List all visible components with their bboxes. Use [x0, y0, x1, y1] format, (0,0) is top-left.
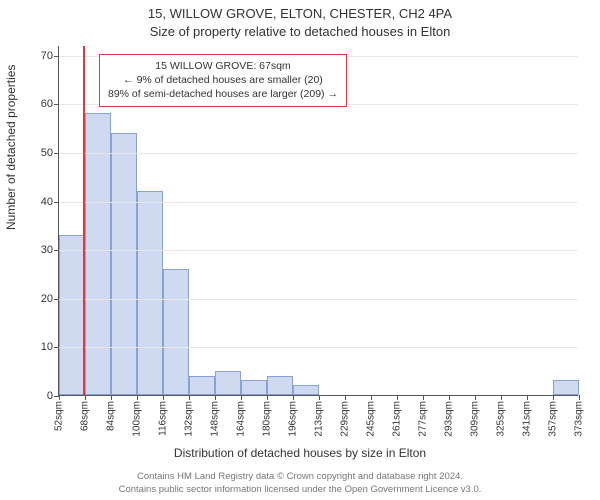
- histogram-bar: [163, 269, 189, 395]
- xtick-mark: [215, 395, 216, 400]
- ytick-label: 30: [41, 244, 53, 256]
- xtick-mark: [501, 395, 502, 400]
- histogram-bar: [59, 235, 85, 395]
- xtick-mark: [371, 395, 372, 400]
- xtick-label: 341sqm: [522, 401, 533, 437]
- ytick-label: 0: [47, 390, 53, 402]
- annotation-line2: ← 9% of detached houses are smaller (20): [108, 73, 338, 87]
- histogram-bar: [137, 191, 163, 395]
- ytick-mark: [54, 104, 59, 105]
- footer-line1: Contains HM Land Registry data © Crown c…: [0, 471, 600, 483]
- ytick-label: 10: [41, 341, 53, 353]
- xtick-label: 277sqm: [418, 401, 429, 437]
- ytick-mark: [54, 347, 59, 348]
- annotation-box: 15 WILLOW GROVE: 67sqm ← 9% of detached …: [99, 54, 347, 107]
- xtick-label: 84sqm: [106, 401, 117, 431]
- gridline: [59, 202, 578, 203]
- ytick-mark: [54, 250, 59, 251]
- annotation-line3: 89% of semi-detached houses are larger (…: [108, 87, 338, 101]
- xtick-mark: [85, 395, 86, 400]
- xtick-mark: [189, 395, 190, 400]
- ytick-label: 40: [41, 196, 53, 208]
- annotation-line1: 15 WILLOW GROVE: 67sqm: [108, 59, 338, 73]
- xtick-label: 293sqm: [444, 401, 455, 437]
- reference-line: [83, 46, 85, 395]
- xtick-label: 68sqm: [80, 401, 91, 431]
- xtick-mark: [397, 395, 398, 400]
- gridline: [59, 299, 578, 300]
- xtick-mark: [553, 395, 554, 400]
- x-axis-label: Distribution of detached houses by size …: [0, 446, 600, 460]
- xtick-mark: [345, 395, 346, 400]
- ytick-mark: [54, 153, 59, 154]
- histogram-bar: [85, 113, 111, 395]
- xtick-label: 325sqm: [496, 401, 507, 437]
- xtick-mark: [423, 395, 424, 400]
- xtick-mark: [449, 395, 450, 400]
- xtick-label: 52sqm: [54, 401, 65, 431]
- histogram-bar: [241, 380, 267, 395]
- xtick-label: 213sqm: [314, 401, 325, 437]
- gridline: [59, 153, 578, 154]
- xtick-label: 180sqm: [262, 401, 273, 437]
- xtick-label: 100sqm: [132, 401, 143, 437]
- xtick-label: 261sqm: [392, 401, 403, 437]
- xtick-label: 116sqm: [158, 401, 169, 436]
- xtick-mark: [111, 395, 112, 400]
- ytick-label: 20: [41, 293, 53, 305]
- ytick-label: 60: [41, 98, 53, 110]
- xtick-label: 229sqm: [340, 401, 351, 437]
- histogram-bar: [553, 380, 579, 395]
- xtick-label: 373sqm: [574, 401, 585, 437]
- footer-line2: Contains public sector information licen…: [0, 484, 600, 496]
- xtick-mark: [293, 395, 294, 400]
- ytick-mark: [54, 202, 59, 203]
- xtick-mark: [163, 395, 164, 400]
- histogram-bar: [111, 133, 137, 396]
- xtick-mark: [241, 395, 242, 400]
- gridline: [59, 347, 578, 348]
- xtick-label: 164sqm: [236, 401, 247, 437]
- histogram-bar: [215, 371, 241, 395]
- ytick-label: 70: [41, 50, 53, 62]
- xtick-mark: [527, 395, 528, 400]
- histogram-bar: [189, 376, 215, 395]
- xtick-label: 245sqm: [366, 401, 377, 437]
- ytick-mark: [54, 56, 59, 57]
- chart-title-address: 15, WILLOW GROVE, ELTON, CHESTER, CH2 4P…: [0, 6, 600, 21]
- y-axis-label: Number of detached properties: [4, 65, 18, 230]
- xtick-label: 309sqm: [470, 401, 481, 437]
- xtick-label: 357sqm: [548, 401, 559, 437]
- histogram-bar: [293, 385, 319, 395]
- ytick-label: 50: [41, 147, 53, 159]
- xtick-mark: [475, 395, 476, 400]
- xtick-label: 132sqm: [184, 401, 195, 437]
- xtick-mark: [579, 395, 580, 400]
- gridline: [59, 250, 578, 251]
- xtick-mark: [319, 395, 320, 400]
- footer-attribution: Contains HM Land Registry data © Crown c…: [0, 471, 600, 496]
- chart-subtitle: Size of property relative to detached ho…: [0, 24, 600, 39]
- plot-area: 010203040506070 52sqm68sqm84sqm100sqm116…: [58, 46, 578, 396]
- xtick-mark: [137, 395, 138, 400]
- xtick-mark: [59, 395, 60, 400]
- xtick-mark: [267, 395, 268, 400]
- ytick-mark: [54, 299, 59, 300]
- xtick-label: 196sqm: [288, 401, 299, 437]
- histogram-bar: [267, 376, 293, 395]
- xtick-label: 148sqm: [210, 401, 221, 437]
